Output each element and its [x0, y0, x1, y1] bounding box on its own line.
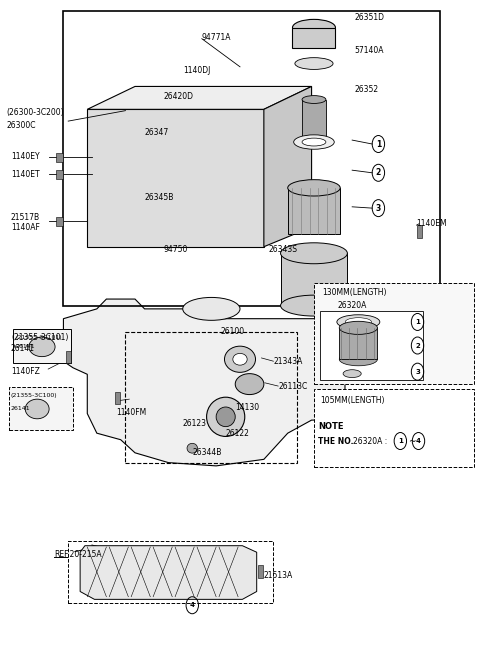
- Text: NOTE: NOTE: [318, 422, 343, 431]
- Text: (21355-3C100): (21355-3C100): [11, 394, 58, 398]
- FancyBboxPatch shape: [314, 283, 474, 384]
- Text: 1: 1: [398, 438, 403, 444]
- Text: 3: 3: [376, 204, 381, 213]
- Ellipse shape: [339, 321, 377, 334]
- Text: 26141: 26141: [11, 406, 31, 411]
- Text: 26123: 26123: [183, 419, 207, 428]
- Text: 1140EM: 1140EM: [417, 219, 447, 229]
- Text: 2: 2: [415, 342, 420, 348]
- Text: ~: ~: [408, 436, 416, 445]
- Text: 1140ET: 1140ET: [11, 170, 39, 179]
- Ellipse shape: [337, 315, 380, 329]
- Ellipse shape: [345, 318, 372, 327]
- Ellipse shape: [216, 407, 235, 426]
- Text: 1140AF: 1140AF: [11, 223, 40, 232]
- Bar: [56, 152, 63, 162]
- Text: 26344B: 26344B: [192, 448, 222, 457]
- Text: 26141: 26141: [16, 344, 36, 350]
- Text: 26320A: 26320A: [338, 301, 367, 310]
- FancyBboxPatch shape: [68, 541, 274, 603]
- Text: 26351D: 26351D: [355, 13, 384, 22]
- Text: (21355-3C101): (21355-3C101): [11, 332, 68, 342]
- Text: 130MM(LENGTH): 130MM(LENGTH): [322, 288, 386, 297]
- Bar: [115, 392, 120, 404]
- Text: 1140FM: 1140FM: [116, 409, 146, 417]
- Polygon shape: [264, 87, 312, 247]
- Text: 26113C: 26113C: [278, 382, 307, 390]
- Ellipse shape: [294, 135, 334, 149]
- Text: 26352: 26352: [355, 85, 379, 94]
- Bar: [302, 99, 326, 135]
- Bar: [417, 225, 422, 238]
- Text: THE NO.: THE NO.: [318, 436, 353, 445]
- Ellipse shape: [343, 370, 361, 378]
- Ellipse shape: [302, 138, 326, 146]
- Polygon shape: [63, 299, 360, 466]
- Bar: [281, 253, 348, 306]
- FancyBboxPatch shape: [9, 388, 73, 430]
- Bar: [292, 28, 336, 49]
- Text: 26141: 26141: [11, 344, 35, 353]
- Text: 1: 1: [415, 319, 420, 325]
- Text: 1140EY: 1140EY: [11, 152, 39, 161]
- Ellipse shape: [187, 443, 198, 453]
- Text: 26320A :: 26320A :: [353, 436, 387, 445]
- Ellipse shape: [295, 58, 333, 70]
- Ellipse shape: [281, 243, 348, 263]
- Ellipse shape: [233, 353, 247, 365]
- Text: 4: 4: [190, 602, 195, 608]
- Text: 94750: 94750: [164, 246, 188, 254]
- Bar: [66, 351, 71, 363]
- Ellipse shape: [235, 374, 264, 395]
- Text: 3: 3: [415, 369, 420, 374]
- Text: 21517B: 21517B: [11, 213, 40, 222]
- Bar: [258, 565, 263, 578]
- Ellipse shape: [281, 295, 348, 316]
- Text: 26345B: 26345B: [144, 193, 174, 202]
- Ellipse shape: [339, 353, 377, 366]
- Bar: [320, 311, 423, 380]
- Text: 57140A: 57140A: [355, 46, 384, 55]
- Text: REF.20-215A: REF.20-215A: [54, 550, 101, 558]
- Ellipse shape: [206, 397, 245, 436]
- Polygon shape: [87, 109, 264, 247]
- Text: 2: 2: [376, 168, 381, 177]
- Ellipse shape: [288, 179, 340, 196]
- Text: (21355-3C101): (21355-3C101): [16, 334, 62, 340]
- Text: 1: 1: [376, 139, 381, 148]
- Polygon shape: [80, 546, 257, 599]
- Bar: [339, 328, 377, 359]
- Text: 105MM(LENGTH): 105MM(LENGTH): [320, 396, 384, 405]
- Bar: [288, 188, 340, 234]
- Ellipse shape: [302, 96, 326, 103]
- Ellipse shape: [292, 19, 336, 35]
- Text: 4: 4: [416, 438, 421, 444]
- FancyBboxPatch shape: [13, 329, 71, 363]
- Text: 26100: 26100: [221, 327, 245, 336]
- Text: 21513A: 21513A: [264, 572, 293, 580]
- Text: 26300C: 26300C: [6, 121, 36, 130]
- Text: (26300-3C200): (26300-3C200): [6, 108, 64, 117]
- Ellipse shape: [29, 337, 55, 357]
- Text: 14130: 14130: [235, 403, 259, 411]
- Text: 26122: 26122: [226, 428, 250, 438]
- Text: 21343A: 21343A: [274, 357, 303, 366]
- Text: 26347: 26347: [144, 127, 169, 137]
- Text: 1140DJ: 1140DJ: [183, 66, 210, 75]
- Ellipse shape: [183, 298, 240, 321]
- Bar: [56, 217, 63, 226]
- Polygon shape: [87, 87, 312, 109]
- Ellipse shape: [225, 346, 255, 373]
- Bar: [63, 11, 441, 306]
- Text: 1140FZ: 1140FZ: [11, 367, 40, 376]
- Ellipse shape: [25, 399, 49, 419]
- Bar: [56, 170, 63, 179]
- FancyBboxPatch shape: [314, 389, 474, 467]
- Text: 94771A: 94771A: [202, 33, 231, 42]
- Text: 26420D: 26420D: [164, 92, 193, 101]
- Text: 26343S: 26343S: [269, 246, 298, 254]
